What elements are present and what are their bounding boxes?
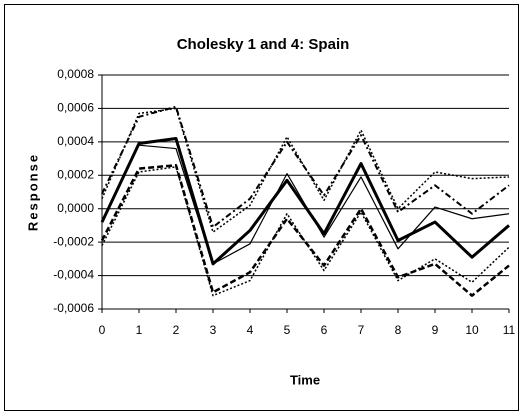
y-tick-label: 0,0002: [57, 167, 94, 181]
x-tick-label: 5: [284, 323, 291, 337]
x-tick-label: 9: [432, 323, 439, 337]
x-tick-label: 7: [358, 323, 365, 337]
series-line: [101, 144, 510, 265]
y-tick-label: 0,0006: [57, 101, 94, 115]
chart-title: Cholesky 1 and 4: Spain: [177, 36, 350, 53]
y-tick-label: 0,0000: [57, 201, 94, 215]
x-tick-label: 6: [321, 323, 328, 337]
x-tick-label: 10: [465, 323, 479, 337]
y-axis-title: Response: [25, 153, 40, 231]
x-tick-label: 3: [210, 323, 217, 337]
x-axis-title: Time: [290, 372, 320, 387]
y-tick-label: -0,0002: [53, 234, 94, 248]
x-tick-label: 2: [173, 323, 180, 337]
y-tick-label: 0,0008: [57, 67, 94, 81]
series-line: [101, 166, 510, 297]
x-tick-label: 11: [503, 323, 516, 337]
series-line: [100, 137, 510, 266]
series-line: [100, 164, 510, 297]
x-tick-label: 4: [247, 323, 254, 337]
y-tick-label: 0,0004: [57, 134, 94, 148]
x-tick-label: 8: [395, 323, 402, 337]
y-tick-label: -0,0006: [53, 301, 94, 315]
chart-frame: [4, 4, 519, 411]
y-tick-label: -0,0004: [53, 268, 94, 282]
series-line: [101, 105, 510, 229]
x-tick-label: 0: [99, 323, 106, 337]
x-tick-label: 1: [136, 323, 143, 337]
